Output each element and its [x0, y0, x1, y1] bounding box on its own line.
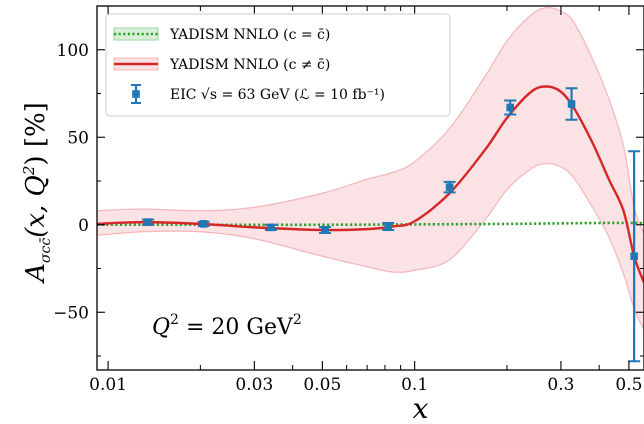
series-line-asym — [97, 85, 644, 283]
axis-ticks: −50 0 50 100 0.01 0.03 0.05 0.1 0.3 0.5 — [53, 5, 644, 395]
band-upper-edge — [97, 7, 644, 234]
q2-annotation: Q2 = 20 GeV2 — [152, 312, 302, 340]
legend-box — [105, 13, 451, 117]
data-marker — [630, 252, 638, 261]
x-tick-label: 0.1 — [401, 375, 428, 395]
x-tick-label: 0.3 — [547, 375, 574, 395]
axis-labels: x Aσcc̄(x, Q2) [%] Q2 = 20 GeV2 — [20, 102, 429, 424]
x-tick-label: 0.05 — [303, 375, 341, 395]
x-tick-label: 0.5 — [615, 375, 642, 395]
eic-point — [443, 180, 456, 194]
data-marker — [267, 223, 275, 232]
eic-point — [628, 150, 641, 363]
eic-point — [265, 223, 278, 232]
uncertainty-band — [97, 7, 644, 330]
legend-entry-sym: YADISM NNLO (c = c̄) — [113, 27, 330, 43]
y-tick-label: 100 — [57, 41, 89, 61]
data-marker — [384, 222, 393, 231]
legend-label: EIC √s = 63 GeV (ℒ = 10 fb⁻¹) — [170, 87, 385, 103]
data-marker — [567, 100, 576, 108]
data-marker — [445, 183, 454, 191]
legend-entry-eic: EIC √s = 63 GeV (ℒ = 10 fb⁻¹) — [131, 84, 385, 104]
x-tick-label: 0.03 — [235, 375, 273, 395]
legend-label: YADISM NNLO (c = c̄) — [169, 27, 330, 43]
data-marker — [321, 226, 329, 234]
eic-point — [382, 222, 395, 231]
band-lower-edge — [97, 162, 644, 331]
y-tick-label: 50 — [67, 128, 89, 148]
legend-entry-asym: YADISM NNLO (c ≠ c̄) — [113, 57, 330, 73]
legend: YADISM NNLO (c = c̄) YADISM NNLO (c ≠ c̄)… — [105, 13, 451, 117]
x-tick-label: 0.01 — [89, 375, 127, 395]
x-axis-label: x — [413, 392, 429, 424]
eic-point — [565, 87, 578, 121]
plot-frame — [96, 5, 644, 371]
plot-area — [97, 7, 644, 363]
eic-point — [504, 99, 517, 116]
y-axis-label-text: Aσcc̄(x, Q2) [%] — [20, 102, 54, 284]
y-tick-label: 0 — [78, 216, 89, 236]
y-tick-label: −50 — [53, 303, 89, 323]
eic-point — [319, 226, 332, 234]
y-axis-label: Aσcc̄(x, Q2) [%] — [20, 102, 54, 284]
eic-point — [142, 218, 155, 226]
legend-label: YADISM NNLO (c ≠ c̄) — [169, 57, 330, 73]
data-marker — [144, 218, 152, 226]
data-marker — [506, 103, 515, 112]
eic-point — [197, 220, 210, 228]
data-marker — [199, 220, 208, 228]
legend-swatch-marker — [132, 90, 140, 98]
